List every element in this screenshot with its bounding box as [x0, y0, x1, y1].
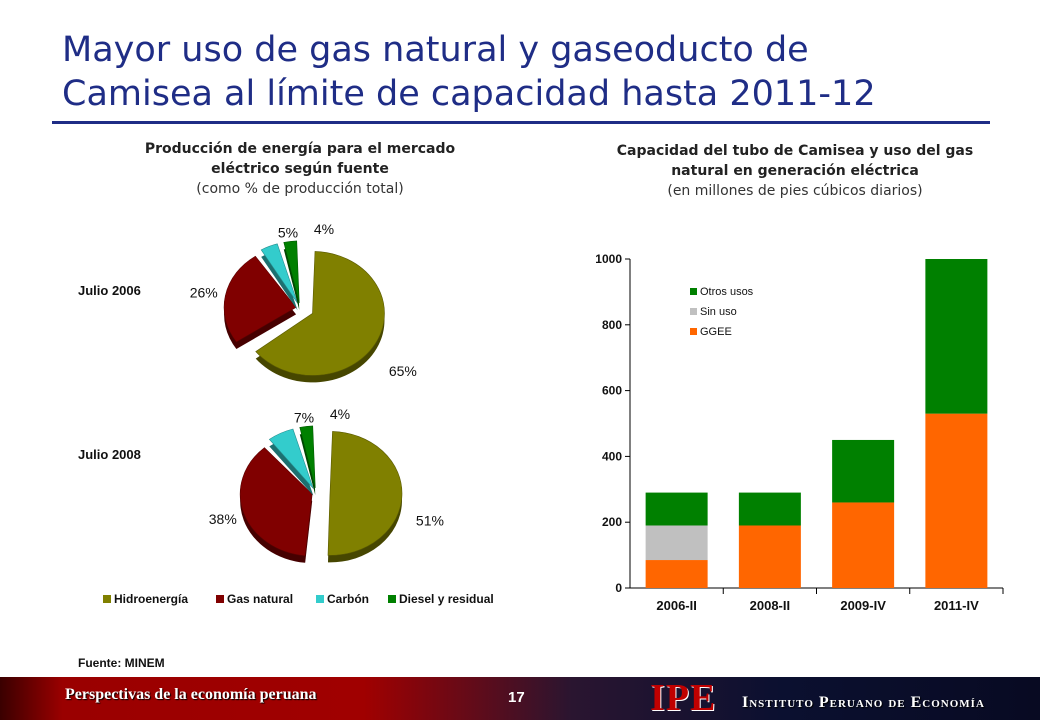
x-tick-label: 2006-II — [656, 598, 696, 613]
bar-segment-otros-usos — [738, 492, 801, 526]
bar-chart-subtitle: (en millones de pies cúbicos diarios) — [667, 183, 923, 199]
y-tick-label: 600 — [602, 384, 622, 398]
bar-legend-label: Otros usos — [700, 286, 754, 298]
y-tick-label: 400 — [602, 449, 622, 463]
y-tick-label: 200 — [602, 515, 622, 529]
bar-segment-ggee — [738, 525, 801, 588]
stacked-bar-chart: 0 200 400 600 800 1000 2006-II 2008-II 2009-IV 20… — [595, 252, 1004, 613]
source-note: Fuente: MINEM — [78, 656, 165, 670]
pie-legend-label: Hidroenergía — [114, 592, 188, 606]
pie-slice-diesel-y-residual — [299, 425, 316, 489]
footer-publication: Perspectivas de la economía peruana — [65, 686, 317, 703]
pie-data-label: 38% — [209, 511, 237, 527]
bar-legend-swatch — [690, 328, 697, 335]
x-tick-label: 2009-IV — [840, 598, 886, 613]
pie-slice-hidroenerg-a — [327, 431, 403, 556]
pie-chart-subtitle: (como % de producción total) — [196, 181, 404, 197]
pie-chart-heading: Producción de energía para el mercado el… — [120, 139, 480, 199]
ipe-logo: IPE — [650, 677, 717, 719]
pie-charts: 65% 26% 5% 4% 51% 38% 7% 4% Hidroenergía Gas natu… — [103, 221, 494, 606]
bar-legend-label: GGEE — [700, 326, 732, 338]
pie-slice-carb-n — [268, 428, 314, 489]
y-tick-label: 1000 — [595, 252, 622, 266]
pie-data-label: 65% — [389, 363, 417, 379]
pie-slice-gas-natural — [223, 255, 297, 343]
pie-slice-diesel-y-residual — [283, 240, 300, 304]
pie-legend-swatch — [216, 595, 224, 603]
pie-slice-gas-natural — [239, 447, 313, 557]
pie-label-2006: Julio 2006 — [78, 283, 141, 298]
pie-legend: Hidroenergía Gas natural Carbón Diesel y re… — [103, 592, 494, 606]
pie-data-label: 7% — [294, 409, 314, 425]
bar-legend-swatch — [690, 308, 697, 315]
bar-segment-sin-uso — [645, 525, 708, 561]
pie-data-label: 4% — [314, 221, 334, 237]
bar-legend-label: Sin uso — [700, 306, 737, 318]
bar-segment-ggee — [645, 560, 708, 588]
pie-legend-label: Carbón — [327, 592, 369, 606]
bar-legend-swatch — [690, 288, 697, 295]
pie-data-label: 4% — [330, 406, 350, 422]
pie-data-label: 26% — [190, 284, 218, 300]
pie-slice-hidroenerg-a — [255, 251, 385, 376]
pie-legend-label: Diesel y residual — [399, 592, 494, 606]
pie-legend-label: Gas natural — [227, 592, 293, 606]
pie-1: 65% 26% 5% 4% — [190, 221, 417, 383]
bar-chart-title: Capacidad del tubo de Camisea y uso del … — [616, 143, 974, 179]
y-tick-label: 800 — [602, 318, 622, 332]
bar-segment-ggee — [832, 502, 895, 588]
x-tick-label: 2008-II — [750, 598, 790, 613]
bar-chart-heading: Capacidad del tubo de Camisea y uso del … — [595, 141, 995, 201]
pie-legend-swatch — [388, 595, 396, 603]
y-tick-label: 0 — [615, 581, 622, 595]
slide-title: Mayor uso de gas natural y gaseoducto de… — [62, 28, 1002, 116]
pie-label-2008: Julio 2008 — [78, 447, 141, 462]
bar-segment-otros-usos — [925, 259, 988, 414]
bar-segment-otros-usos — [832, 439, 895, 503]
pie-data-label: 5% — [278, 224, 298, 240]
footer-bar — [0, 677, 1040, 720]
pie-slice-depth — [261, 250, 298, 311]
pie-data-label: 51% — [416, 513, 444, 529]
slide-title-line-2: Camisea al límite de capacidad hasta 201… — [62, 74, 876, 114]
slide-title-line-1: Mayor uso de gas natural y gaseoducto de — [62, 30, 809, 70]
bar-segment-ggee — [925, 413, 988, 588]
pie-2: 51% 38% 7% 4% — [209, 406, 444, 563]
bar-segment-otros-usos — [645, 492, 708, 526]
page-number: 17 — [508, 689, 525, 706]
x-tick-label: 2011-IV — [934, 598, 979, 613]
pie-legend-swatch — [103, 595, 111, 603]
pie-chart-title: Producción de energía para el mercado el… — [144, 141, 456, 177]
pie-legend-swatch — [316, 595, 324, 603]
title-rule — [52, 121, 990, 124]
institute-name: Instituto Peruano de Economía — [742, 694, 985, 711]
bar-legend: Otros usos Sin uso GGEE — [690, 286, 754, 338]
pie-slice-carb-n — [260, 243, 298, 304]
